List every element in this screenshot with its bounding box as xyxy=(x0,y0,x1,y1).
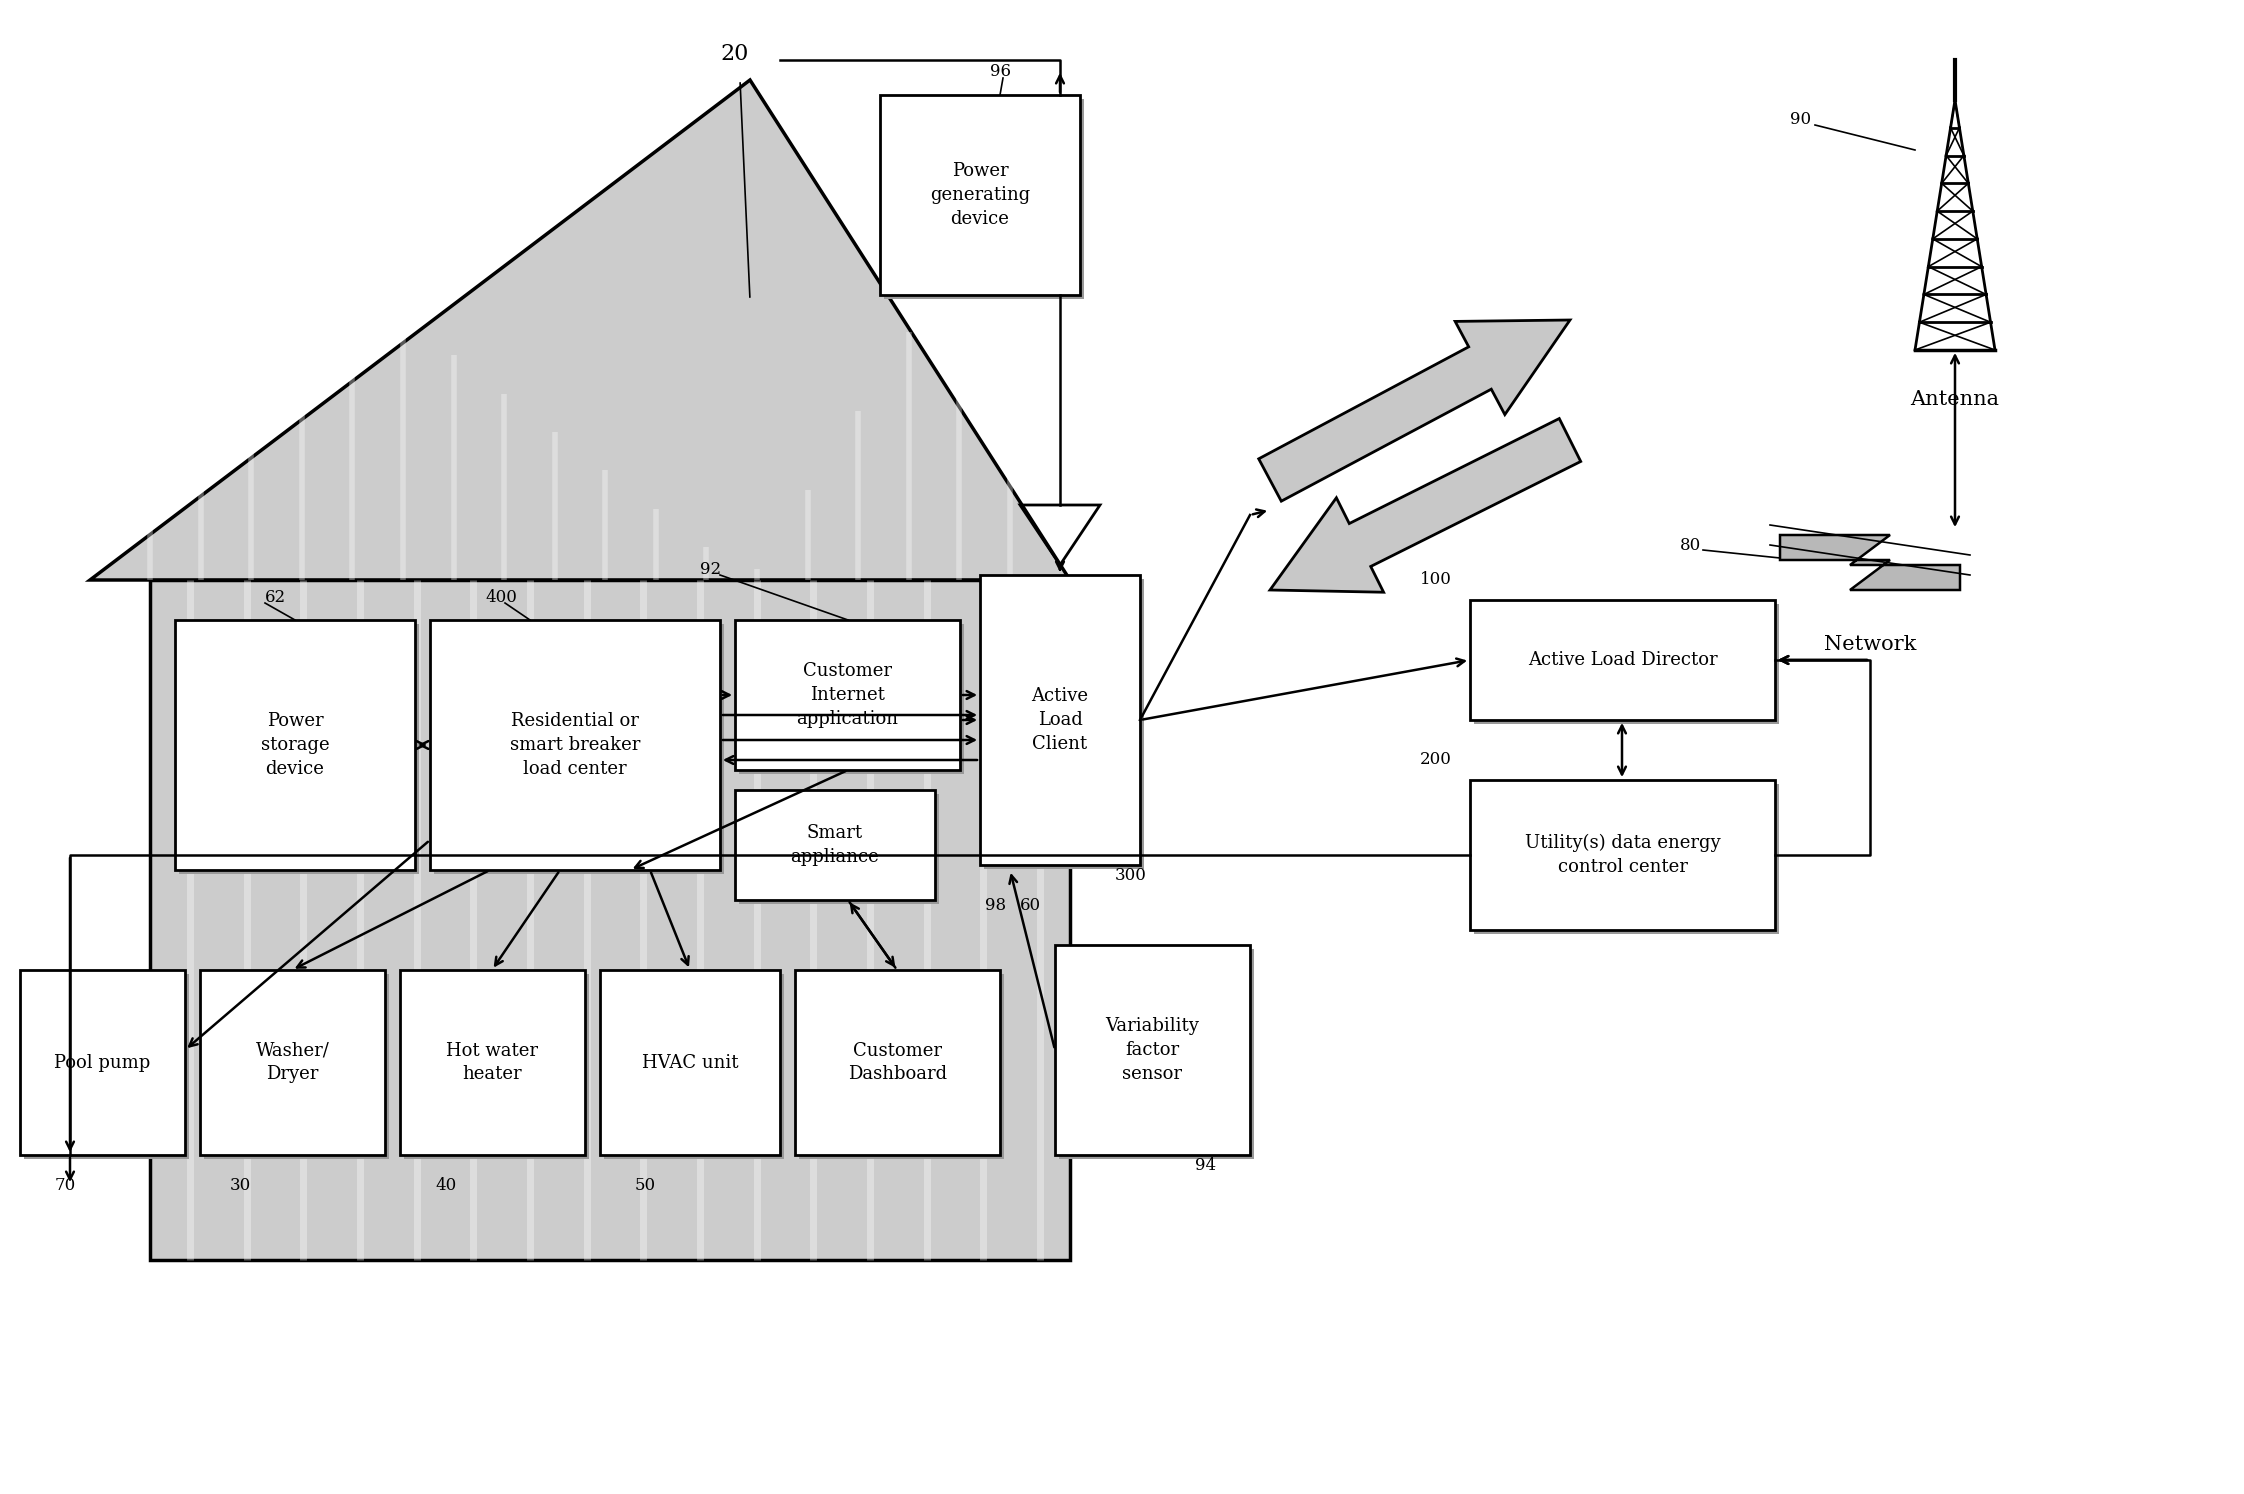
Bar xyxy=(175,620,415,870)
Text: 300: 300 xyxy=(1115,867,1147,883)
Bar xyxy=(204,974,388,1159)
Bar xyxy=(25,974,188,1159)
Text: Pool pump: Pool pump xyxy=(54,1053,150,1071)
Bar xyxy=(431,620,720,870)
Text: 30: 30 xyxy=(229,1176,251,1194)
Bar xyxy=(738,624,965,774)
Bar xyxy=(180,624,420,874)
Bar xyxy=(604,974,783,1159)
Text: 50: 50 xyxy=(635,1176,655,1194)
Text: 98: 98 xyxy=(985,896,1005,913)
Text: 62: 62 xyxy=(265,590,287,607)
Text: HVAC unit: HVAC unit xyxy=(642,1053,738,1071)
Text: 90: 90 xyxy=(1791,112,1811,128)
FancyArrow shape xyxy=(1259,320,1571,500)
Bar xyxy=(985,580,1144,870)
Bar xyxy=(150,580,1070,1259)
Text: Utility(s) data energy
control center: Utility(s) data energy control center xyxy=(1524,834,1721,875)
FancyArrow shape xyxy=(1270,418,1580,592)
Text: 400: 400 xyxy=(485,590,516,607)
Text: 70: 70 xyxy=(56,1176,76,1194)
Bar xyxy=(399,970,586,1155)
Bar xyxy=(20,970,184,1155)
Bar xyxy=(736,790,936,899)
Text: Residential or
smart breaker
load center: Residential or smart breaker load center xyxy=(509,713,640,777)
Bar xyxy=(981,575,1140,865)
Bar xyxy=(799,974,1003,1159)
Text: Active
Load
Client: Active Load Client xyxy=(1032,687,1088,753)
Text: Customer
Internet
application: Customer Internet application xyxy=(797,662,898,728)
Text: Hot water
heater: Hot water heater xyxy=(447,1041,539,1083)
Bar xyxy=(880,96,1079,294)
Bar xyxy=(1474,784,1779,934)
Text: Active Load Director: Active Load Director xyxy=(1528,651,1717,669)
Bar xyxy=(599,970,781,1155)
Text: 20: 20 xyxy=(720,43,749,66)
Bar xyxy=(1470,780,1775,929)
Text: 100: 100 xyxy=(1420,572,1452,589)
Polygon shape xyxy=(1779,535,1959,590)
Bar xyxy=(884,99,1084,299)
Bar xyxy=(1474,604,1779,725)
Bar xyxy=(200,970,386,1155)
Polygon shape xyxy=(90,81,1070,580)
Bar xyxy=(404,974,588,1159)
Text: Customer
Dashboard: Customer Dashboard xyxy=(848,1041,947,1083)
Text: 96: 96 xyxy=(990,64,1012,81)
Text: Antenna: Antenna xyxy=(1910,390,1999,409)
Text: Smart
appliance: Smart appliance xyxy=(790,825,880,867)
Text: Variability
factor
sensor: Variability factor sensor xyxy=(1106,1017,1201,1083)
Text: 60: 60 xyxy=(1021,896,1041,913)
Text: Network: Network xyxy=(1824,635,1916,654)
Bar xyxy=(1470,601,1775,720)
Text: Washer/
Dryer: Washer/ Dryer xyxy=(256,1041,330,1083)
Text: Power
storage
device: Power storage device xyxy=(260,713,330,777)
Text: 92: 92 xyxy=(700,562,720,578)
Text: 94: 94 xyxy=(1196,1156,1216,1173)
Bar xyxy=(433,624,725,874)
Bar xyxy=(738,793,938,904)
Text: 80: 80 xyxy=(1681,536,1701,553)
Text: 200: 200 xyxy=(1420,751,1452,768)
Bar xyxy=(1055,946,1250,1155)
Bar xyxy=(794,970,1001,1155)
Bar xyxy=(736,620,960,769)
Bar xyxy=(1059,949,1254,1159)
Text: 40: 40 xyxy=(435,1176,456,1194)
Text: Power
generating
device: Power generating device xyxy=(929,163,1030,227)
